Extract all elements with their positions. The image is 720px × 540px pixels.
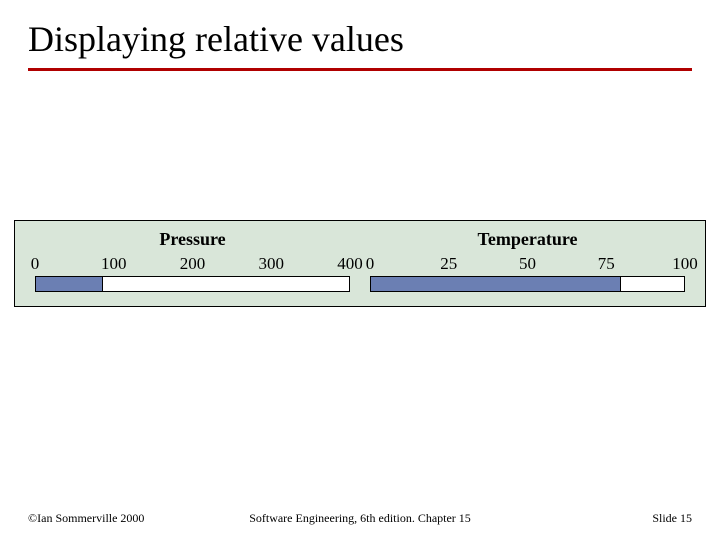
bar-fill-1 (371, 277, 621, 291)
tick-label: 0 (366, 254, 375, 274)
ticks-col-0: 0 100 200 300 400 (25, 254, 360, 274)
footer-right: Slide 15 (652, 511, 692, 526)
footer: ©Ian Sommerville 2000 Software Engineeri… (0, 511, 720, 526)
tick-label: 100 (101, 254, 127, 274)
tick-label: 25 (440, 254, 457, 274)
title-underline (28, 68, 692, 71)
footer-center: Software Engineering, 6th edition. Chapt… (249, 511, 471, 526)
bar-fill-0 (36, 277, 103, 291)
tick-label: 0 (31, 254, 40, 274)
gauge-bars-row (25, 274, 695, 292)
bar-col-1 (360, 274, 695, 292)
bar-col-0 (25, 274, 360, 292)
gauge-col-1: Temperature (360, 229, 695, 254)
ticks-1: 0 25 50 75 100 (360, 254, 695, 274)
slide: Displaying relative values Pressure Temp… (0, 0, 720, 540)
tick-label: 75 (598, 254, 615, 274)
footer-left: ©Ian Sommerville 2000 (28, 511, 144, 526)
tick-label: 50 (519, 254, 536, 274)
tick-label: 300 (259, 254, 285, 274)
ticks-0: 0 100 200 300 400 (25, 254, 360, 274)
tick-label: 100 (672, 254, 698, 274)
bar-chrome-0 (35, 276, 350, 292)
gauge-titles-row: Pressure Temperature (25, 229, 695, 254)
ticks-col-1: 0 25 50 75 100 (360, 254, 695, 274)
gauge-title-1: Temperature (360, 229, 695, 250)
page-title: Displaying relative values (28, 18, 692, 60)
bar-chrome-1 (370, 276, 685, 292)
gauge-col-0: Pressure (25, 229, 360, 254)
gauge-ticks-row: 0 100 200 300 400 0 25 50 75 100 (25, 254, 695, 274)
tick-label: 400 (337, 254, 363, 274)
title-area: Displaying relative values (0, 0, 720, 71)
gauge-panel: Pressure Temperature 0 100 200 300 400 0 25 50… (14, 220, 706, 307)
figure-area: Pressure Temperature 0 100 200 300 400 0 25 50… (14, 220, 706, 307)
gauge-title-0: Pressure (25, 229, 360, 250)
tick-label: 200 (180, 254, 206, 274)
